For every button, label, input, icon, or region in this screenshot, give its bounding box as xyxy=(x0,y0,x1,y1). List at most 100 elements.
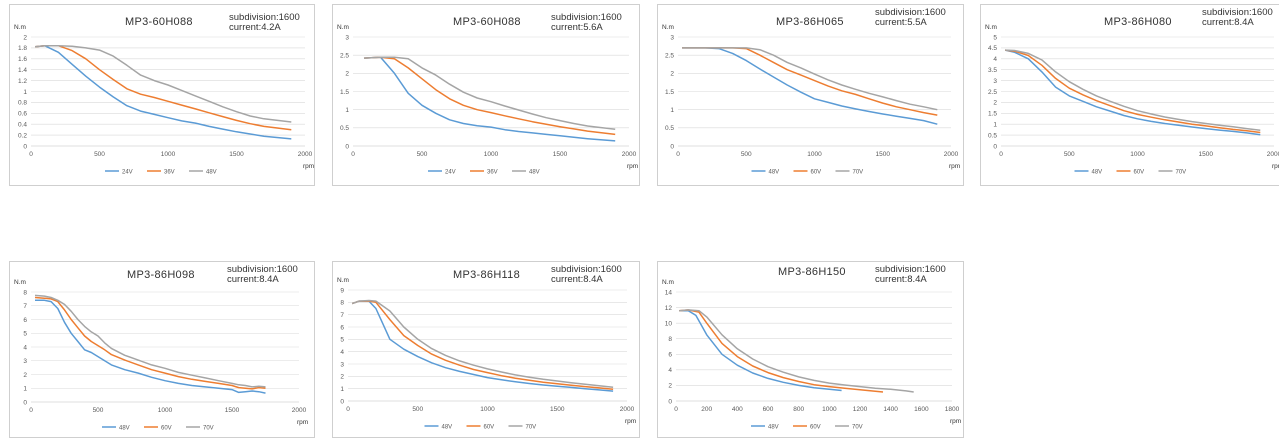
series-line-60V xyxy=(351,300,614,391)
legend-item-70V: 70V xyxy=(203,425,214,431)
chart-title: MP3-60H088 xyxy=(453,16,521,28)
y-tick-label: 6 xyxy=(340,324,344,331)
x-tick-label: 2000 xyxy=(298,151,313,158)
series-line-70V xyxy=(34,294,266,388)
y-tick-label: 3 xyxy=(670,34,674,41)
series-line-70V xyxy=(1005,49,1261,132)
x-tick-label: 0 xyxy=(999,151,1003,158)
legend-item-48V: 48V xyxy=(206,169,217,175)
y-tick-label: 2 xyxy=(340,374,344,381)
x-tick-label: 500 xyxy=(417,151,428,158)
x-tick-label: 1500 xyxy=(550,406,565,413)
current-label: current:5.6A xyxy=(551,22,603,33)
y-tick-label: 5 xyxy=(23,331,27,338)
y-tick-label: 1 xyxy=(670,107,674,114)
y-tick-label: 3 xyxy=(993,78,997,85)
chart-info: subdivision:1600 current:8.4A xyxy=(551,265,622,285)
chart-panel: 0 0.5 1 1.5 2 2.5 3 3.5 4 4.5 5 0 500 1000 1500 2000 N.m… xyxy=(980,4,1279,186)
y-tick-label: 2.5 xyxy=(340,52,349,59)
y-tick-label: 0 xyxy=(345,143,349,150)
y-tick-label: 1.5 xyxy=(988,111,997,118)
chart-title: MP3-86H118 xyxy=(453,269,520,281)
x-tick-label: 500 xyxy=(741,151,752,158)
y-axis-label: N.m xyxy=(985,24,997,31)
y-tick-label: 2 xyxy=(345,71,349,78)
series-line-36V xyxy=(35,44,292,131)
y-axis-label: N.m xyxy=(14,24,26,31)
legend-item-36V: 36V xyxy=(164,169,175,175)
y-tick-label: 2 xyxy=(993,100,997,107)
y-tick-label: 2.5 xyxy=(988,89,997,96)
y-tick-label: 0.6 xyxy=(18,111,27,118)
legend-item-60V: 60V xyxy=(811,169,822,175)
current-label: current:5.5A xyxy=(875,17,927,28)
legend-item-70V: 70V xyxy=(1176,169,1187,175)
x-tick-label: 2000 xyxy=(620,406,635,413)
y-tick-label: 14 xyxy=(665,289,673,296)
series-line-70V xyxy=(679,309,914,393)
y-tick-label: 4 xyxy=(993,56,997,63)
chart-info: subdivision:1600 current:5.6A xyxy=(551,13,622,33)
y-tick-label: 0.4 xyxy=(18,122,27,129)
current-label: current:8.4A xyxy=(875,274,927,285)
legend-item-48V: 48V xyxy=(529,169,540,175)
y-tick-label: 1.6 xyxy=(18,56,27,63)
chart-title: MP3-86H150 xyxy=(778,266,846,278)
y-tick-label: 2.5 xyxy=(665,52,674,59)
chart-info: subdivision:1600 current:5.5A xyxy=(875,8,946,28)
chart-info: subdivision:1600 current:8.4A xyxy=(227,265,298,285)
y-tick-label: 1 xyxy=(23,89,27,96)
current-label: current:8.4A xyxy=(227,274,279,285)
x-tick-label: 1600 xyxy=(914,406,929,413)
y-tick-label: 0.2 xyxy=(18,132,27,139)
y-tick-label: 0 xyxy=(340,398,344,405)
y-tick-label: 2 xyxy=(23,34,27,41)
series-line-24V xyxy=(35,44,292,140)
series-line-70V xyxy=(351,299,614,388)
series-line-70V xyxy=(682,47,938,111)
y-tick-label: 0 xyxy=(23,399,27,406)
y-tick-label: 8 xyxy=(668,336,672,343)
legend-item-48V: 48V xyxy=(1092,169,1103,175)
legend-item-48V: 48V xyxy=(442,424,453,430)
legend-item-70V: 70V xyxy=(852,424,863,430)
y-tick-label: 4 xyxy=(23,344,27,351)
y-tick-label: 0 xyxy=(670,143,674,150)
x-tick-label: 500 xyxy=(93,407,104,414)
x-axis-label: rpm xyxy=(950,418,961,425)
subdivision-label: subdivision:1600 xyxy=(227,264,298,275)
series-line-60V xyxy=(34,296,266,390)
y-tick-label: 8 xyxy=(23,289,27,296)
x-axis-label: rpm xyxy=(297,419,308,426)
x-tick-label: 2000 xyxy=(1267,151,1279,158)
series-line-36V xyxy=(363,56,616,136)
x-tick-label: 200 xyxy=(701,406,712,413)
y-tick-label: 12 xyxy=(665,305,673,312)
legend-item-60V: 60V xyxy=(1134,169,1145,175)
x-tick-label: 1500 xyxy=(553,151,568,158)
series-line-48V xyxy=(682,47,938,125)
y-tick-label: 7 xyxy=(23,303,27,310)
x-tick-label: 1500 xyxy=(225,407,240,414)
y-tick-label: 3.5 xyxy=(988,67,997,74)
series-line-24V xyxy=(363,56,616,142)
series-line-48V xyxy=(35,44,292,123)
x-tick-label: 600 xyxy=(763,406,774,413)
series-line-60V xyxy=(682,47,938,116)
chart-info: subdivision:1600 current:8.4A xyxy=(875,265,946,285)
series-line-48V xyxy=(1004,49,1261,136)
legend-item-48V: 48V xyxy=(119,425,130,431)
chart-title: MP3-86H065 xyxy=(776,16,844,28)
chart-panel: 0 0.5 1 1.5 2 2.5 3 0 500 1000 1500 2000 N.m rpm 24V 36… xyxy=(332,4,640,186)
y-tick-label: 1 xyxy=(993,122,997,129)
y-tick-label: 1.4 xyxy=(18,67,27,74)
y-tick-label: 1 xyxy=(345,107,349,114)
legend-item-24V: 24V xyxy=(445,169,456,175)
x-tick-label: 0 xyxy=(351,151,355,158)
y-tick-label: 10 xyxy=(665,320,673,327)
x-tick-label: 500 xyxy=(1064,151,1075,158)
y-tick-label: 2 xyxy=(23,372,27,379)
x-tick-label: 0 xyxy=(29,407,33,414)
series-line-48V xyxy=(351,300,614,392)
